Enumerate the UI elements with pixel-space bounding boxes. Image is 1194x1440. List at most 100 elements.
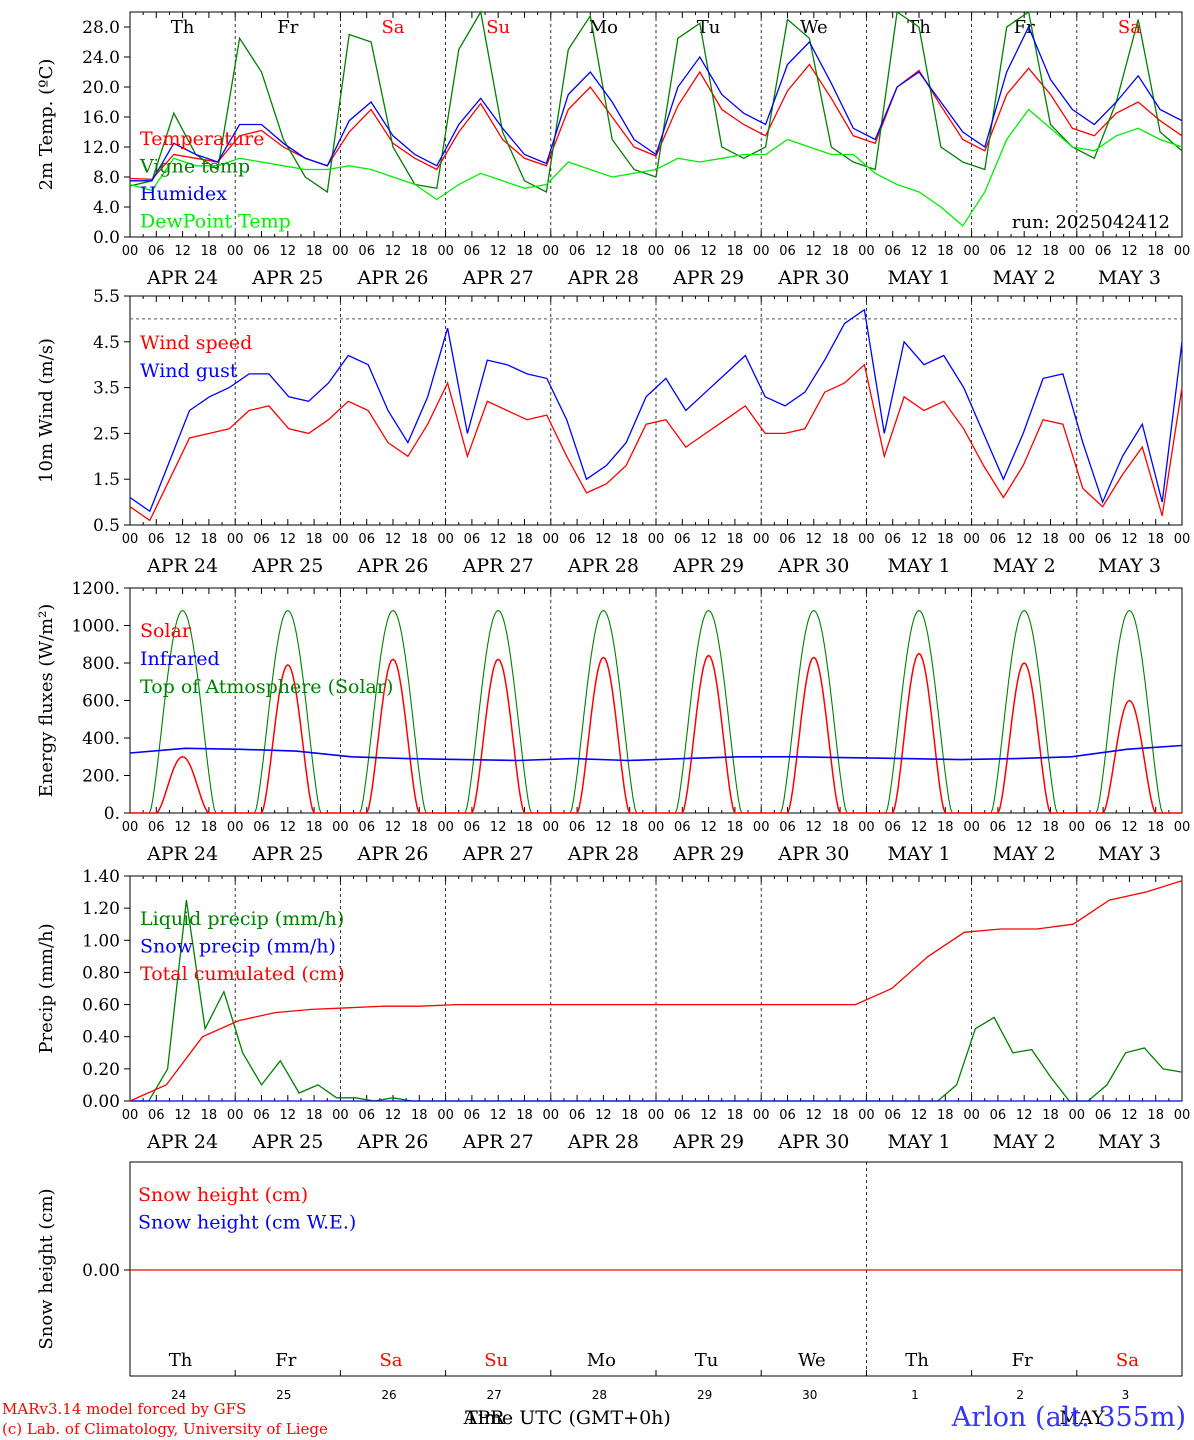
day-number-label: 3 bbox=[1122, 1388, 1130, 1402]
hour-tick-label: 18 bbox=[516, 820, 533, 835]
y-tick-label: 1.20 bbox=[82, 899, 120, 919]
hour-tick-label: 06 bbox=[674, 532, 691, 547]
hour-tick-label: 00 bbox=[1069, 244, 1086, 259]
date-label: APR 28 bbox=[567, 267, 639, 289]
hour-tick-label: 06 bbox=[464, 244, 481, 259]
day-number-label: 25 bbox=[276, 1388, 291, 1402]
hour-tick-label: 18 bbox=[201, 1108, 218, 1123]
date-label: MAY 3 bbox=[1098, 843, 1161, 865]
hour-tick-label: 18 bbox=[1042, 1108, 1059, 1123]
hour-tick-label: 06 bbox=[990, 532, 1007, 547]
date-label: APR 29 bbox=[672, 843, 744, 865]
legend-entry: Snow height (cm W.E.) bbox=[138, 1212, 356, 1234]
date-label: APR 30 bbox=[777, 843, 849, 865]
date-label: MAY 2 bbox=[993, 1131, 1056, 1153]
x-axis-label: Time UTC (GMT+0h) bbox=[465, 1407, 671, 1429]
day-number-label: 30 bbox=[802, 1388, 817, 1402]
hour-tick-label: 06 bbox=[569, 532, 586, 547]
hour-tick-label: 12 bbox=[490, 1108, 507, 1123]
hour-tick-label: 06 bbox=[990, 1108, 1007, 1123]
y-tick-label: 0.5 bbox=[93, 516, 120, 536]
date-label: APR 28 bbox=[567, 1131, 639, 1153]
panel-frame bbox=[129, 587, 1183, 814]
day-number-label: 26 bbox=[381, 1388, 396, 1402]
hour-tick-label: 18 bbox=[937, 1108, 954, 1123]
hour-tick-label: 06 bbox=[1095, 244, 1112, 259]
infrared-line bbox=[129, 744, 1183, 762]
y-tick-label: 24.0 bbox=[82, 48, 120, 68]
y-tick-label: 8.0 bbox=[93, 168, 120, 188]
weekday-label: Fr bbox=[1012, 1350, 1033, 1371]
hour-tick-label: 12 bbox=[490, 820, 507, 835]
hour-tick-label: 06 bbox=[674, 820, 691, 835]
weekday-label: Sa bbox=[381, 17, 404, 38]
series-line bbox=[129, 108, 1183, 227]
hour-tick-label: 06 bbox=[569, 244, 586, 259]
legend-entry: Top of Atmosphere (Solar) bbox=[140, 676, 393, 698]
hour-tick-label: 00 bbox=[543, 1108, 560, 1123]
hour-tick-label: 12 bbox=[174, 244, 191, 259]
date-label: MAY 3 bbox=[1098, 267, 1161, 289]
hour-tick-label: 18 bbox=[201, 244, 218, 259]
hour-tick-label: 00 bbox=[332, 1108, 349, 1123]
month-label: MAY bbox=[1060, 1407, 1105, 1429]
solar-line bbox=[550, 656, 656, 814]
day-number-label: 2 bbox=[1016, 1388, 1024, 1402]
hour-tick-label: 12 bbox=[1016, 1108, 1033, 1123]
month-label: APR bbox=[463, 1407, 506, 1429]
y-tick-label: 200. bbox=[82, 767, 120, 787]
y-tick-label: 0.20 bbox=[82, 1060, 120, 1080]
y-tick-label: 28.0 bbox=[82, 18, 120, 38]
day-number-label: 24 bbox=[171, 1388, 186, 1402]
hour-tick-label: 18 bbox=[727, 820, 744, 835]
series-line bbox=[130, 25, 1183, 182]
hour-tick-label: 00 bbox=[332, 820, 349, 835]
legend-entry: Snow height (cm) bbox=[138, 1184, 308, 1206]
hour-tick-label: 18 bbox=[516, 1108, 533, 1123]
hour-tick-label: 00 bbox=[437, 244, 454, 259]
hour-tick-label: 06 bbox=[464, 820, 481, 835]
hour-tick-label: 06 bbox=[358, 532, 375, 547]
hour-tick-label: 00 bbox=[1069, 532, 1086, 547]
date-label: APR 27 bbox=[462, 843, 534, 865]
hour-tick-label: 12 bbox=[280, 532, 297, 547]
hour-tick-label: 00 bbox=[122, 1108, 139, 1123]
hour-tick-label: 00 bbox=[227, 532, 244, 547]
hour-tick-label: 12 bbox=[806, 820, 823, 835]
hour-tick-label: 00 bbox=[963, 1108, 980, 1123]
y-tick-label: 1.5 bbox=[93, 470, 120, 490]
y-tick-label: 2.5 bbox=[93, 424, 120, 444]
run-label: run: 2025042412 bbox=[1012, 212, 1170, 233]
hour-tick-label: 06 bbox=[569, 820, 586, 835]
weekday-label: Mo bbox=[589, 17, 618, 38]
hour-tick-label: 12 bbox=[595, 532, 612, 547]
hour-tick-label: 12 bbox=[1121, 532, 1138, 547]
date-label: APR 28 bbox=[567, 555, 639, 577]
y-tick-label: 16.0 bbox=[82, 108, 120, 128]
hour-tick-label: 00 bbox=[437, 532, 454, 547]
solar-line bbox=[130, 756, 236, 814]
hour-tick-label: 18 bbox=[306, 532, 323, 547]
legend-entry: Wind speed bbox=[140, 332, 252, 354]
hour-tick-label: 12 bbox=[595, 244, 612, 259]
hour-tick-label: 06 bbox=[1095, 532, 1112, 547]
hour-tick-label: 18 bbox=[1042, 532, 1059, 547]
hour-tick-label: 06 bbox=[884, 1108, 901, 1123]
lab-credit: (c) Lab. of Climatology, University of L… bbox=[2, 1420, 328, 1438]
toa-line bbox=[340, 609, 446, 814]
date-label: APR 30 bbox=[777, 267, 849, 289]
toa-line bbox=[866, 609, 972, 814]
hour-tick-label: 00 bbox=[227, 820, 244, 835]
hour-tick-label: 12 bbox=[806, 1108, 823, 1123]
hour-tick-label: 06 bbox=[253, 532, 270, 547]
y-tick-label: 0.80 bbox=[82, 963, 120, 983]
hour-tick-label: 12 bbox=[490, 244, 507, 259]
date-label: APR 25 bbox=[251, 1131, 323, 1153]
y-axis-label: Energy fluxes (W/m²) bbox=[36, 604, 57, 798]
hour-tick-label: 12 bbox=[700, 532, 717, 547]
hour-tick-label: 00 bbox=[122, 820, 139, 835]
hour-tick-label: 18 bbox=[1147, 1108, 1164, 1123]
hour-tick-label: 12 bbox=[280, 1108, 297, 1123]
hour-tick-label: 12 bbox=[385, 532, 402, 547]
legend-entry: Infrared bbox=[140, 648, 220, 670]
